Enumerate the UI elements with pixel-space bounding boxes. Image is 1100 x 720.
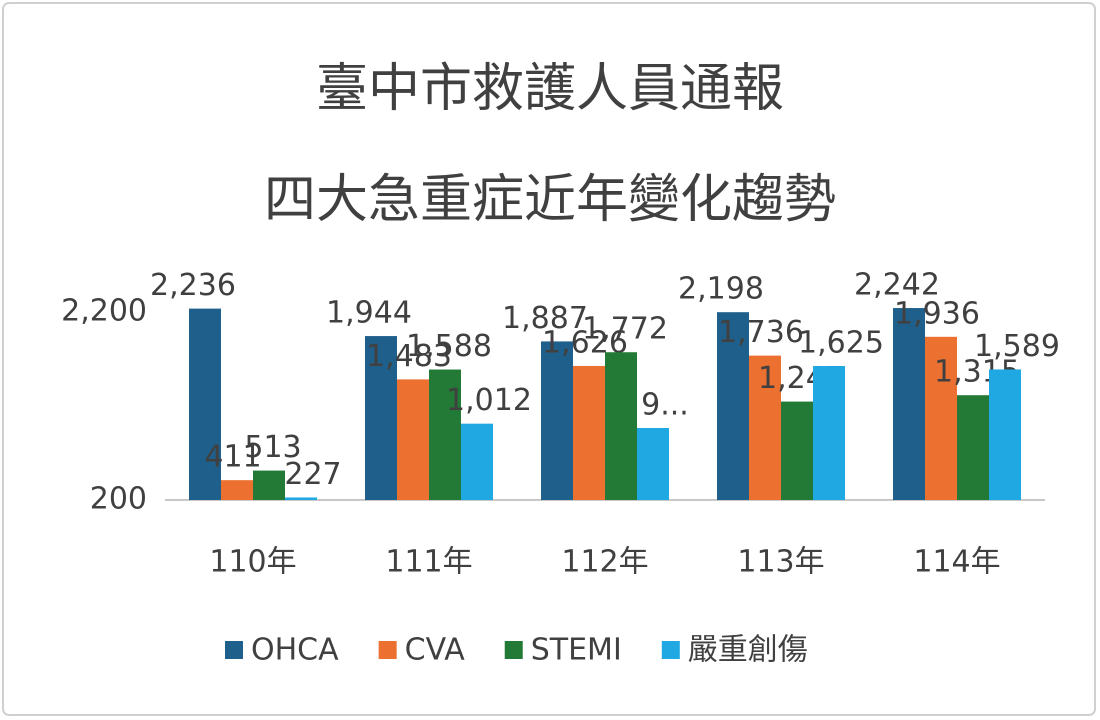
bar — [957, 395, 989, 500]
bar — [189, 308, 221, 500]
data-label: 2,236 — [150, 268, 236, 303]
bar — [429, 369, 461, 500]
bar — [221, 480, 253, 500]
data-label: 1,887 — [502, 301, 588, 336]
y-tick-label: 200 — [90, 482, 147, 517]
x-tick-label: 113年 — [737, 545, 824, 580]
data-label: 1,625 — [798, 326, 884, 361]
legend-label: CVA — [405, 633, 466, 668]
data-label: 227 — [284, 457, 341, 492]
x-tick-label: 112年 — [561, 545, 648, 580]
data-label: 9... — [641, 387, 689, 422]
data-label: 1,483 — [366, 339, 452, 374]
data-label: 513 — [244, 430, 301, 465]
bar — [893, 308, 925, 500]
bar — [365, 336, 397, 500]
data-label: 1,012 — [446, 383, 532, 418]
bar — [749, 355, 781, 500]
legend-label: OHCA — [251, 633, 339, 668]
legend-swatch — [225, 641, 243, 659]
data-label: 1,936 — [894, 296, 980, 331]
x-tick-label: 111年 — [385, 545, 472, 580]
bar — [637, 427, 669, 500]
bar — [813, 366, 845, 500]
legend-swatch — [504, 641, 523, 659]
legend-swatch — [378, 641, 397, 659]
data-label: 1,589 — [974, 329, 1060, 364]
bar — [461, 423, 493, 500]
bar — [253, 470, 285, 500]
bar — [605, 352, 637, 500]
chart-title: 臺中市救護人員通報 — [316, 59, 784, 119]
bar — [573, 365, 605, 500]
bar — [285, 497, 317, 500]
legend-label: STEMI — [531, 633, 622, 668]
bar — [397, 379, 429, 500]
legend-label: 嚴重創傷 — [688, 633, 808, 668]
data-label: 2,242 — [854, 268, 940, 303]
bar — [989, 369, 1021, 500]
data-label: 2,198 — [678, 272, 764, 307]
chart-title: 四大急重症近年變化趨勢 — [264, 170, 836, 230]
data-label: 1,772 — [582, 312, 668, 347]
x-tick-label: 110年 — [209, 545, 296, 580]
data-label: 411 — [204, 440, 261, 475]
legend-swatch — [661, 641, 680, 659]
x-tick-label: 114年 — [913, 545, 1000, 580]
data-label: 1,736 — [718, 315, 804, 350]
data-label: 1,588 — [406, 329, 492, 364]
bar — [541, 341, 573, 500]
bar — [925, 336, 957, 500]
data-label: 1,944 — [326, 296, 412, 331]
bar — [717, 312, 749, 500]
y-tick-label: 2,200 — [61, 294, 147, 329]
bar — [781, 401, 813, 500]
